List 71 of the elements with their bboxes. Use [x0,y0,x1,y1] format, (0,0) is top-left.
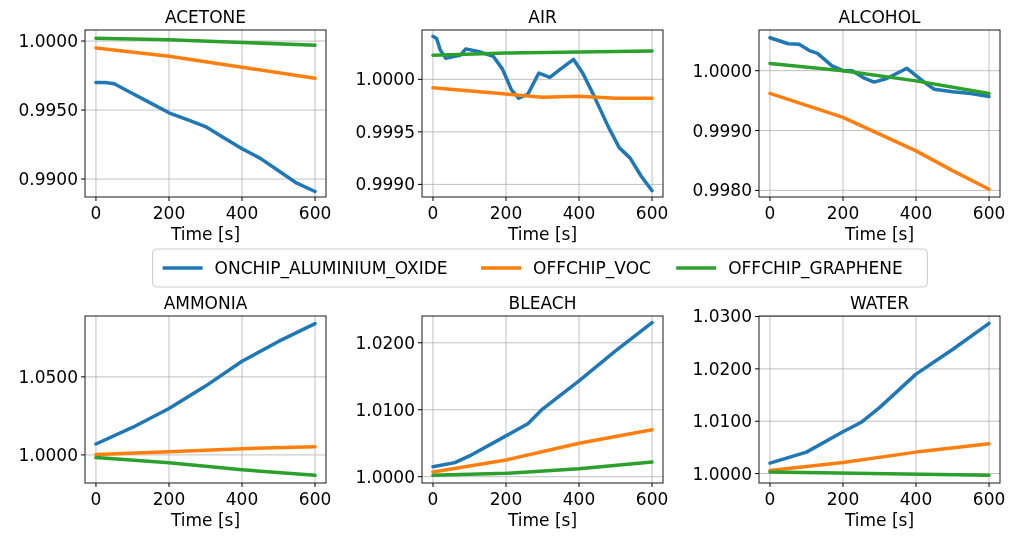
x-axis-title: Time [s] [843,224,915,244]
y-tick-label: 1.0100 [692,411,752,432]
line-series [768,321,991,465]
x-tick-label: 200 [489,203,523,223]
y-tick-label: 0.9995 [355,121,415,142]
x-tick-label: 600 [972,489,1006,509]
x-tick-label: 200 [826,203,860,223]
x-tick-label: 400 [899,203,933,223]
y-tick-label: 1.0000 [692,463,752,484]
line-series [94,80,317,194]
chart-title: AIR [528,7,557,27]
x-tick-label: 600 [298,203,332,223]
x-tick-label: 0 [90,489,102,509]
y-tick-label: 1.0000 [18,30,78,51]
line-series [94,46,317,81]
chart-title: ACETONE [164,7,247,27]
chart-title: WATER [849,293,910,313]
line-series [768,441,991,473]
y-tick-label: 0.9900 [18,169,78,190]
x-tick-label: 200 [826,489,860,509]
x-tick-label: 0 [90,203,102,223]
line-series [768,91,991,191]
x-tick-label: 600 [635,489,669,509]
legend-label: OFFCHIP_VOC [533,257,651,279]
y-tick-label: 1.0000 [355,69,415,90]
y-tick-label: 1.0500 [18,366,78,387]
x-tick-label: 200 [489,489,523,509]
y-tick-label: 1.0100 [355,399,415,420]
x-tick-label: 0 [764,489,776,509]
y-tick-label: 0.9990 [692,120,752,141]
y-tick-label: 1.0200 [355,332,415,353]
y-tick-label: 0.9990 [355,174,415,195]
line-series [94,455,317,478]
line-series [431,320,654,469]
x-axis-title: Time [s] [506,224,578,244]
x-tick-label: 400 [899,489,933,509]
y-tick-label: 1.0200 [692,358,752,379]
y-tick-label: 1.0000 [692,60,752,81]
legend-label: ONCHIP_ALUMINIUM_OXIDE [214,257,448,279]
y-tick-label: 0.9950 [18,100,78,120]
y-tick-label: 1.0300 [692,306,752,327]
line-series [768,61,991,96]
chart-title: ALCOHOL [838,7,922,27]
x-tick-label: 400 [562,203,596,223]
x-tick-label: 0 [427,489,439,509]
line-series [94,321,317,446]
line-series [94,444,317,457]
x-tick-label: 0 [764,203,776,223]
line-series [431,86,654,101]
x-tick-label: 600 [972,203,1006,223]
x-tick-label: 200 [152,203,186,223]
chart-title: BLEACH [508,293,577,313]
x-tick-label: 600 [298,489,332,509]
x-tick-label: 400 [562,489,596,509]
line-series [431,428,654,474]
chart-title: AMMONIA [163,293,248,313]
legend-label: OFFCHIP_GRAPHENE [728,257,903,279]
line-series [94,36,317,47]
y-tick-label: 0.9980 [692,180,752,201]
x-tick-label: 0 [427,203,439,223]
x-axis-title: Time [s] [843,510,915,530]
x-tick-label: 600 [635,203,669,223]
x-axis-title: Time [s] [506,510,578,530]
y-tick-label: 1.0000 [355,466,415,487]
x-tick-label: 400 [225,203,259,223]
line-series [431,460,654,478]
x-tick-label: 200 [152,489,186,509]
x-axis-title: Time [s] [169,510,241,530]
x-axis-title: Time [s] [169,224,241,244]
x-tick-label: 400 [225,489,259,509]
y-tick-label: 1.0000 [18,444,78,465]
